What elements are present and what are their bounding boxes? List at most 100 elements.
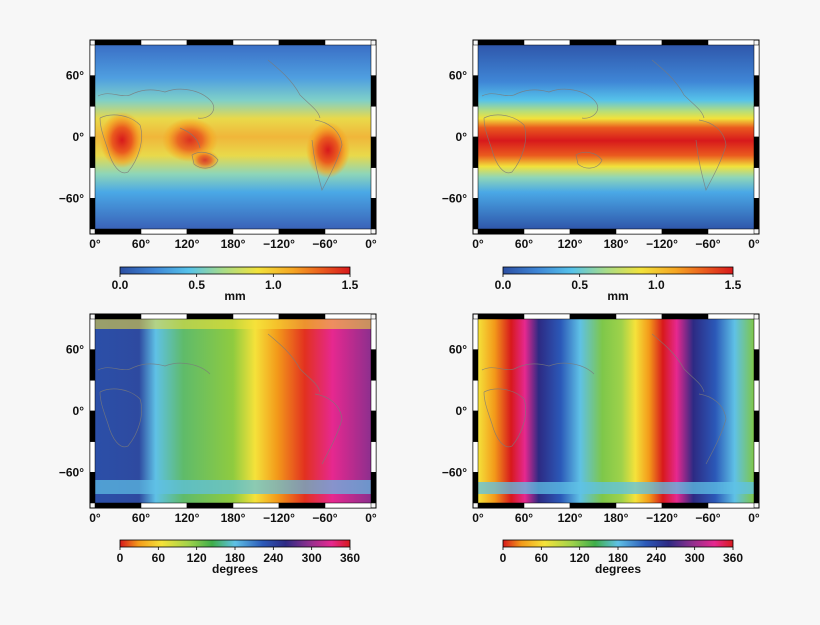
- lat-tick-label: 60°: [449, 343, 467, 357]
- lon-tick-label: 0°: [472, 511, 484, 525]
- colorbar-tick-label: 60: [535, 551, 549, 565]
- frame-segment: [523, 39, 571, 46]
- frame-segment: [615, 502, 663, 509]
- frame-segment: [278, 39, 326, 46]
- lon-tick-label: 120°: [175, 237, 200, 251]
- panel-frame-amplitude-zonal: 0° 60° 120° 180° −120° −60° 0° 60° 0° −60°: [442, 39, 760, 251]
- frame-segment: [661, 228, 709, 235]
- colorbar-tick-label: 180: [225, 551, 245, 565]
- frame-segment: [89, 198, 96, 230]
- colorbar-tick-label: 60: [152, 551, 166, 565]
- frame-segment: [140, 502, 188, 509]
- colorbar-tick-label: 300: [302, 551, 322, 565]
- panel-frame-phase-diurnal: 0° 60° 120° 180° −120° −60° 0° 60° 0° −60°: [59, 313, 377, 525]
- colorbar-amplitude-land: 0.0 0.5 1.0 1.5 mm: [112, 266, 359, 303]
- colorbar-unit: degrees: [212, 562, 258, 576]
- frame-segment: [278, 502, 326, 509]
- frame-segment: [661, 313, 709, 320]
- frame-segment: [753, 472, 760, 504]
- frame-segment: [569, 228, 617, 235]
- colorbar-tick-label: 300: [685, 551, 705, 565]
- lon-tick-label: −60°: [695, 237, 720, 251]
- frame-segment: [472, 472, 479, 504]
- colorbar-tick-label: 1.0: [648, 278, 665, 292]
- frame-segment: [140, 228, 188, 235]
- colorbar-unit: degrees: [595, 562, 641, 576]
- frame-segment: [370, 136, 377, 168]
- frame-segment: [472, 318, 479, 350]
- frame-segment: [569, 313, 617, 320]
- lat-tick-label: −60°: [442, 191, 467, 205]
- frame-segment: [370, 44, 377, 76]
- lon-tick-label: 60°: [132, 511, 150, 525]
- frame-segment: [370, 380, 377, 412]
- frame-segment: [753, 441, 760, 473]
- frame-segment: [232, 313, 280, 320]
- frame-segment: [753, 44, 760, 76]
- frame-segment: [569, 502, 617, 509]
- frame-segment: [370, 318, 377, 350]
- lat-tick-label: 0°: [456, 404, 468, 418]
- colorbar-tick-label: 0: [117, 551, 124, 565]
- frame-segment: [753, 380, 760, 412]
- coastlines: [97, 333, 343, 465]
- colorbar-unit: mm: [224, 289, 245, 303]
- frame-segment: [661, 502, 709, 509]
- colorbar-tick-label: 0: [500, 551, 507, 565]
- lon-tick-label: −120°: [263, 511, 295, 525]
- frame-segment: [89, 380, 96, 412]
- frame-segment: [89, 349, 96, 381]
- colorbar-tick-label: 1.0: [265, 278, 282, 292]
- frame-segment: [140, 39, 188, 46]
- frame-segment: [278, 228, 326, 235]
- lat-tick-label: −60°: [442, 465, 467, 479]
- frame-segment: [89, 75, 96, 107]
- lon-tick-label: −60°: [695, 511, 720, 525]
- map-field: [478, 45, 754, 229]
- frame-segment: [661, 39, 709, 46]
- lon-tick-label: −120°: [646, 237, 678, 251]
- frame-segment: [707, 313, 755, 320]
- colorbar-tick-label: 0.5: [571, 278, 588, 292]
- colorbar-phase-semidiurnal: 0 60 120 180 240 300 360 degrees: [500, 539, 743, 576]
- frame-segment: [370, 410, 377, 442]
- lon-tick-label: 180°: [221, 237, 246, 251]
- colorbar-ramp: [119, 266, 351, 275]
- frame-segment: [370, 472, 377, 504]
- frame-segment: [186, 502, 234, 509]
- frame-segment: [707, 228, 755, 235]
- lon-tick-label: 120°: [558, 511, 583, 525]
- frame-segment: [186, 228, 234, 235]
- frame-segment: [89, 441, 96, 473]
- lon-tick-label: 120°: [558, 237, 583, 251]
- frame-segment: [89, 318, 96, 350]
- coastlines: [481, 59, 727, 191]
- colorbar-unit: mm: [607, 289, 628, 303]
- frame-segment: [472, 136, 479, 168]
- frame-segment: [472, 410, 479, 442]
- frame-segment: [324, 39, 372, 46]
- frame-segment: [232, 502, 280, 509]
- frame-segment: [232, 39, 280, 46]
- frame-segment: [753, 136, 760, 168]
- frame-segment: [89, 106, 96, 138]
- map-field: [95, 319, 371, 503]
- frame-segment: [278, 313, 326, 320]
- lon-tick-label: −120°: [263, 237, 295, 251]
- panel-amplitude-land: [95, 45, 371, 229]
- colorbar-ramp: [119, 539, 351, 548]
- lon-tick-label: −60°: [312, 511, 337, 525]
- lon-tick-label: 180°: [221, 511, 246, 525]
- frame-segment: [477, 313, 525, 320]
- polar-band-south: [478, 482, 754, 494]
- frame-segment: [94, 228, 142, 235]
- frame-segment: [753, 318, 760, 350]
- colorbar-tick-label: 0.0: [112, 278, 129, 292]
- lon-tick-label: 0°: [89, 237, 101, 251]
- colorbar-tick-label: 240: [263, 551, 283, 565]
- panel-phase-semidiurnal: [478, 319, 754, 503]
- colorbar-tick-label: 120: [570, 551, 590, 565]
- frame-segment: [753, 410, 760, 442]
- frame-segment: [89, 410, 96, 442]
- lon-tick-label: 60°: [132, 237, 150, 251]
